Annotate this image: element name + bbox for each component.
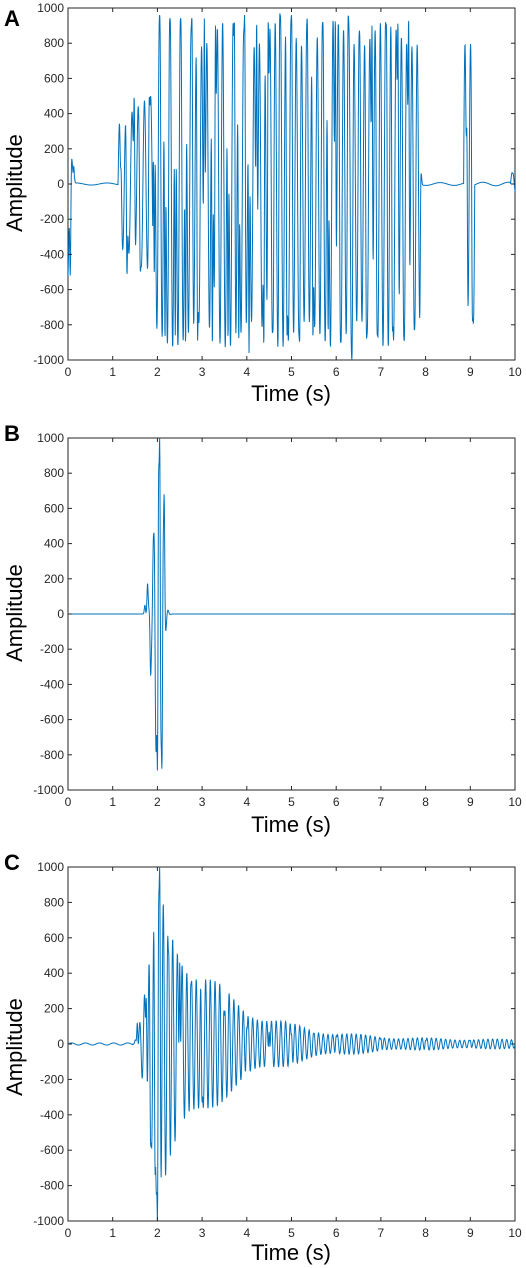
- y-tick-label: 800: [44, 895, 64, 909]
- y-tick-label: -1000: [33, 353, 64, 367]
- x-tick-label: 7: [378, 795, 385, 809]
- x-tick-label: 8: [422, 1226, 429, 1240]
- y-tick-label: 600: [44, 501, 64, 515]
- panel-b: B Amplitude Time (s) 0 1 2 3 4 5 6 7 8 9 10 -1000 -8…: [2, 421, 522, 837]
- x-tick-label: 2: [154, 795, 161, 809]
- x-tick-label: 10: [508, 365, 522, 379]
- y-tick-label: 400: [44, 966, 64, 980]
- y-tick-label: 200: [44, 572, 64, 586]
- x-tick-label: 8: [422, 365, 429, 379]
- signal-line: [68, 13, 515, 360]
- x-tick-label: 3: [199, 1226, 206, 1240]
- panel-a-plot: 0 1 2 3 4 5 6 7 8 9 10 -1000 -800 -600 -400 -200 0 200 400…: [33, 1, 522, 379]
- x-tick-label: 3: [199, 365, 206, 379]
- y-tick-label: -600: [40, 1143, 64, 1157]
- x-tick-label: 1: [109, 1226, 116, 1240]
- signal-line: [68, 867, 515, 1221]
- y-tick-label: -400: [40, 247, 64, 261]
- y-tick-label: 200: [44, 142, 64, 156]
- panel-a-y-axis-label: Amplitude: [2, 134, 27, 232]
- y-tick-label: -400: [40, 1108, 64, 1122]
- x-tick-label: 0: [65, 365, 72, 379]
- x-tick-label: 10: [508, 795, 522, 809]
- y-tick-label: 1000: [37, 860, 64, 874]
- panel-c-x-axis-label: Time (s): [251, 1240, 331, 1265]
- panel-b-x-axis-label: Time (s): [251, 812, 331, 837]
- y-tick-label: -800: [40, 748, 64, 762]
- x-tick-label: 0: [65, 795, 72, 809]
- x-tick-label: 4: [243, 1226, 250, 1240]
- x-tick-label: 1: [109, 795, 116, 809]
- y-tick-label: -600: [40, 713, 64, 727]
- panel-b-letter: B: [4, 421, 20, 446]
- y-tick-label: -200: [40, 642, 64, 656]
- x-tick-label: 1: [109, 365, 116, 379]
- y-tick-label: 600: [44, 71, 64, 85]
- y-tick-label: -400: [40, 677, 64, 691]
- panel-c-letter: C: [4, 850, 20, 875]
- x-tick-label: 6: [333, 795, 340, 809]
- x-tick-label: 9: [467, 1226, 474, 1240]
- panel-c: C Amplitude Time (s) 0 1 2 3 4 5 6 7 8 9 10 -1000 -8…: [2, 850, 522, 1265]
- y-tick-label: -800: [40, 1179, 64, 1193]
- x-tick-label: 2: [154, 365, 161, 379]
- x-tick-label: 6: [333, 365, 340, 379]
- x-tick-label: 4: [243, 365, 250, 379]
- y-tick-label: -1000: [33, 1214, 64, 1228]
- x-tick-label: 7: [378, 365, 385, 379]
- x-tick-label: 4: [243, 795, 250, 809]
- y-tick-label: 800: [44, 466, 64, 480]
- y-tick-label: -600: [40, 283, 64, 297]
- panel-b-plot: 0 1 2 3 4 5 6 7 8 9 10 -1000 -800 -600 -400 -200 0 200 400…: [33, 431, 522, 809]
- x-tick-label: 0: [65, 1226, 72, 1240]
- y-tick-label: 800: [44, 36, 64, 50]
- y-tick-label: 0: [57, 1037, 64, 1051]
- y-tick-label: 0: [57, 177, 64, 191]
- y-tick-label: 400: [44, 107, 64, 121]
- panel-c-plot: 0 1 2 3 4 5 6 7 8 9 10 -1000 -800 -600 -400 -200 0 200 400…: [33, 860, 522, 1240]
- x-tick-label: 10: [508, 1226, 522, 1240]
- x-tick-label: 5: [288, 365, 295, 379]
- x-tick-label: 2: [154, 1226, 161, 1240]
- x-tick-label: 6: [333, 1226, 340, 1240]
- x-tick-label: 5: [288, 1226, 295, 1240]
- plot-frame: [67, 866, 516, 1222]
- x-tick-label: 9: [467, 365, 474, 379]
- x-tick-label: 8: [422, 795, 429, 809]
- y-tick-label: 200: [44, 1002, 64, 1016]
- y-tick-label: 1000: [37, 431, 64, 445]
- y-tick-label: 1000: [37, 1, 64, 15]
- y-tick-label: 400: [44, 537, 64, 551]
- panel-c-y-axis-label: Amplitude: [2, 998, 27, 1096]
- panel-a: A Amplitude Time (s) 0 1 2 3 4 5 6 7 8 9 10 -1000 -8…: [2, 1, 522, 406]
- x-tick-label: 3: [199, 795, 206, 809]
- y-tick-label: -200: [40, 212, 64, 226]
- y-tick-label: -800: [40, 318, 64, 332]
- panel-b-y-axis-label: Amplitude: [2, 564, 27, 662]
- y-tick-label: 0: [57, 607, 64, 621]
- y-tick-label: 600: [44, 931, 64, 945]
- panel-a-letter: A: [4, 6, 20, 31]
- x-tick-label: 9: [467, 795, 474, 809]
- x-tick-label: 5: [288, 795, 295, 809]
- x-tick-label: 7: [378, 1226, 385, 1240]
- signal-line: [68, 438, 515, 771]
- y-tick-label: -200: [40, 1072, 64, 1086]
- y-tick-label: -1000: [33, 783, 64, 797]
- panel-a-x-axis-label: Time (s): [251, 381, 331, 406]
